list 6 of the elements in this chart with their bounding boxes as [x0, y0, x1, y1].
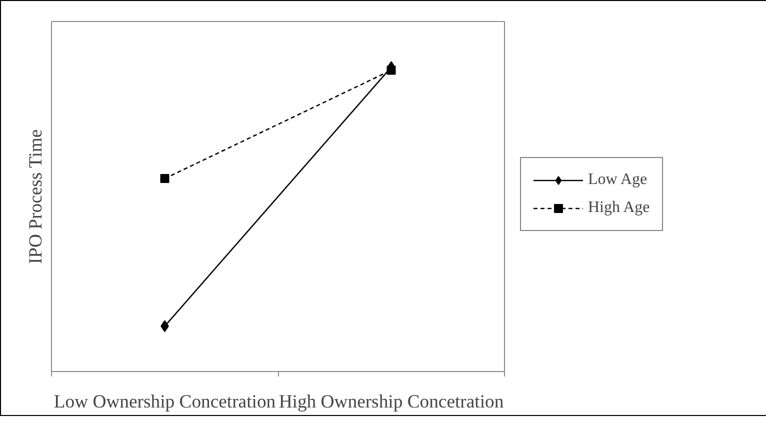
legend-label: High Age [588, 199, 650, 217]
x-tick-label: High Ownership Concetration [278, 392, 504, 412]
y-axis-title: IPO Process Time [26, 129, 46, 264]
x-tick-label: Low Ownership Concetration [54, 392, 276, 412]
point [160, 174, 170, 184]
legend-label: Low Age [588, 171, 648, 189]
